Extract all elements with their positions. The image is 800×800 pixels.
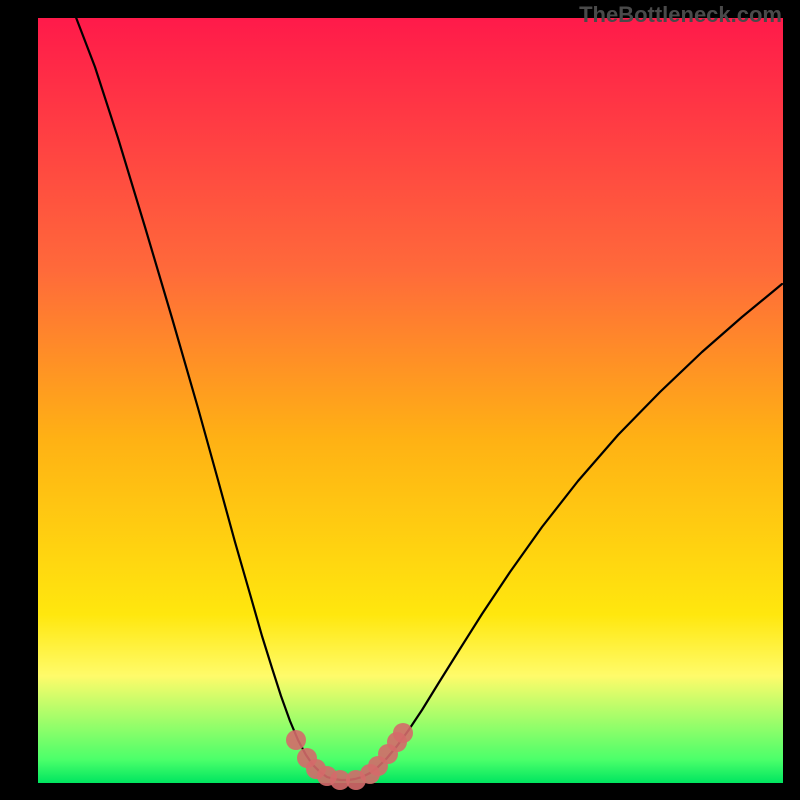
- marker-group: [286, 723, 413, 790]
- marker-point: [286, 730, 306, 750]
- marker-point: [393, 723, 413, 743]
- curve-layer: [0, 0, 800, 800]
- bottleneck-curve: [72, 7, 782, 780]
